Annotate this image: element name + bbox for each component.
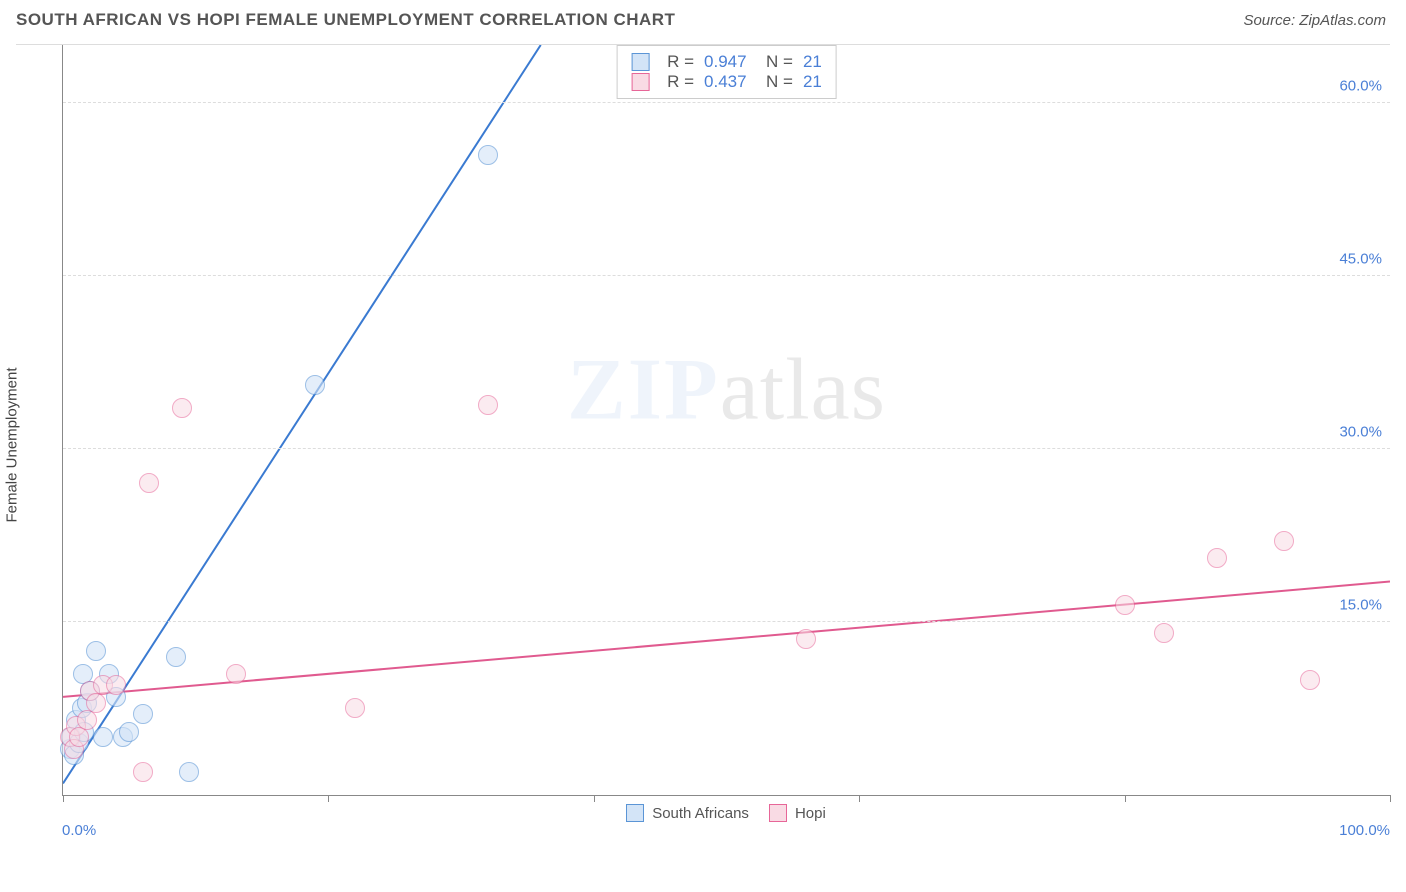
stats-N-label: N =	[757, 72, 793, 92]
source-attribution: Source: ZipAtlas.com	[1243, 12, 1386, 29]
data-point-south_africans	[305, 375, 325, 395]
stats-R-label: R =	[667, 72, 694, 92]
data-point-hopi	[86, 693, 106, 713]
x-tick	[1390, 795, 1391, 802]
series-legend: South Africans Hopi	[62, 804, 1390, 822]
stats-swatch	[631, 73, 649, 91]
data-point-south_africans	[179, 762, 199, 782]
legend-swatch	[626, 804, 644, 822]
trend-line-south_africans	[63, 45, 541, 783]
stats-N-value: 21	[803, 72, 822, 92]
stats-R-value: 0.437	[704, 72, 747, 92]
data-point-hopi	[69, 727, 89, 747]
data-point-south_africans	[86, 641, 106, 661]
y-tick-label: 60.0%	[1339, 77, 1382, 94]
scatter-plot: ZIPatlas R = 0.947 N = 21R = 0.437 N = 2…	[62, 45, 1390, 796]
watermark-atlas: atlas	[720, 342, 886, 439]
watermark: ZIPatlas	[567, 340, 886, 441]
data-point-south_africans	[166, 647, 186, 667]
gridline-h	[63, 102, 1390, 103]
data-point-hopi	[226, 664, 246, 684]
stats-swatch	[631, 53, 649, 71]
data-point-south_africans	[478, 145, 498, 165]
data-point-hopi	[1207, 548, 1227, 568]
data-point-south_africans	[93, 727, 113, 747]
data-point-hopi	[133, 762, 153, 782]
data-point-hopi	[1115, 595, 1135, 615]
data-point-hopi	[478, 395, 498, 415]
y-tick-label: 15.0%	[1339, 596, 1382, 613]
trend-line-hopi	[63, 582, 1390, 697]
data-point-south_africans	[119, 722, 139, 742]
gridline-h	[63, 275, 1390, 276]
x-tick-label: 100.0%	[1339, 822, 1390, 839]
chart-container: Female Unemployment ZIPatlas R = 0.947 N…	[16, 44, 1390, 844]
stats-R-label: R =	[667, 52, 694, 72]
legend-item-hopi: Hopi	[769, 804, 826, 822]
correlation-stats-box: R = 0.947 N = 21R = 0.437 N = 21	[616, 45, 837, 99]
x-axis: South Africans Hopi 0.0% 100.0%	[62, 796, 1390, 844]
watermark-zip: ZIP	[567, 342, 720, 439]
stats-N-label: N =	[757, 52, 793, 72]
legend-label: Hopi	[795, 805, 826, 822]
stats-row-south_africans: R = 0.947 N = 21	[631, 52, 822, 72]
data-point-hopi	[1300, 670, 1320, 690]
data-point-hopi	[172, 398, 192, 418]
legend-swatch	[769, 804, 787, 822]
data-point-hopi	[1274, 531, 1294, 551]
data-point-hopi	[345, 698, 365, 718]
data-point-hopi	[1154, 623, 1174, 643]
data-point-hopi	[796, 629, 816, 649]
stats-R-value: 0.947	[704, 52, 747, 72]
stats-row-hopi: R = 0.437 N = 21	[631, 72, 822, 92]
y-tick-label: 30.0%	[1339, 423, 1382, 440]
data-point-hopi	[139, 473, 159, 493]
legend-item-south_africans: South Africans	[626, 804, 749, 822]
data-point-hopi	[106, 675, 126, 695]
gridline-h	[63, 448, 1390, 449]
y-axis-label: Female Unemployment	[4, 367, 21, 522]
y-tick-label: 45.0%	[1339, 250, 1382, 267]
gridline-h	[63, 621, 1390, 622]
trend-lines-layer	[63, 45, 1390, 795]
data-point-hopi	[77, 710, 97, 730]
stats-N-value: 21	[803, 52, 822, 72]
legend-label: South Africans	[652, 805, 749, 822]
page-title: SOUTH AFRICAN VS HOPI FEMALE UNEMPLOYMEN…	[16, 10, 675, 30]
x-tick-label: 0.0%	[62, 822, 96, 839]
data-point-south_africans	[133, 704, 153, 724]
